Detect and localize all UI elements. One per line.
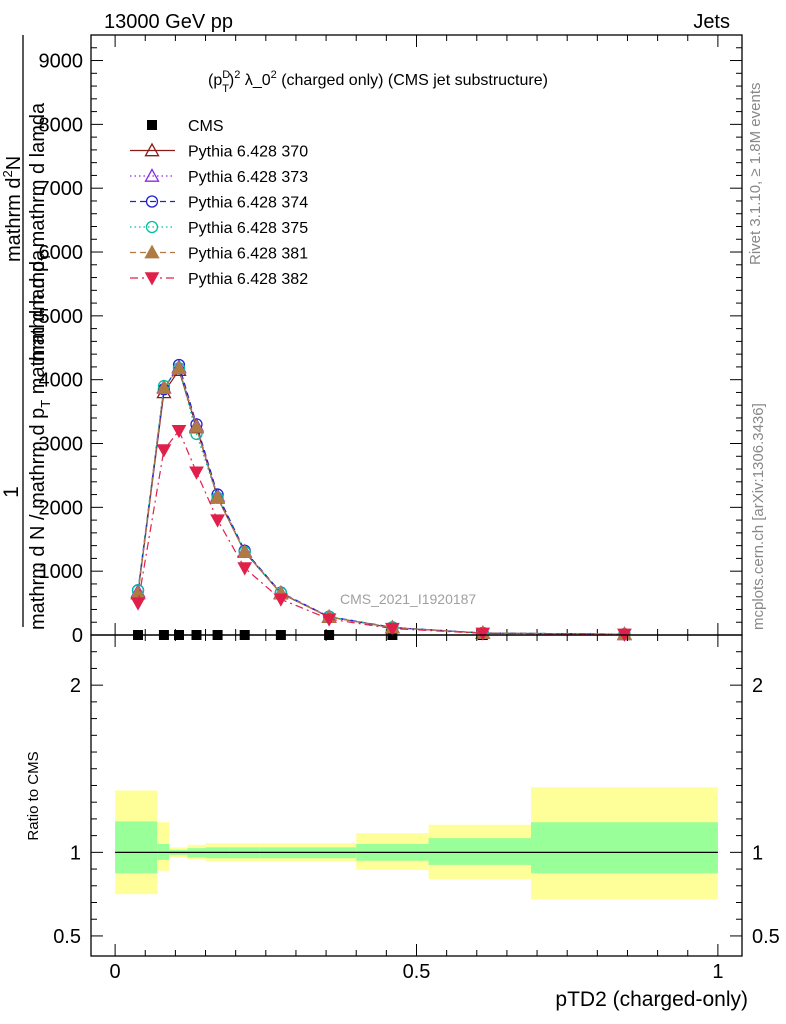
legend-label-4: Pythia 6.428 375 (188, 220, 308, 237)
legend-marker-5 (144, 244, 160, 259)
y-tick-label: 1000 (39, 561, 84, 583)
data-point (156, 380, 172, 394)
y-tick-label: 0 (72, 625, 83, 647)
legend-marker-1 (144, 142, 160, 157)
data-point (385, 622, 400, 637)
ratio-y-tick-label: 0.5 (53, 926, 81, 948)
ratio-y-tick-label-right: 1 (752, 842, 763, 864)
legend-marker-2 (144, 168, 160, 182)
category-label: Jets (693, 11, 730, 33)
energy-label: 13000 GeV pp (104, 11, 233, 33)
legend-label-6: Pythia 6.428 382 (188, 271, 308, 288)
legend-marker-4 (145, 220, 159, 234)
stat-uncertainty-band-0 (115, 821, 158, 874)
series-line-6 (137, 429, 625, 635)
data-point (237, 562, 253, 576)
data-point (273, 593, 289, 607)
rivet-label: Rivet 3.1.10, ≥ 1.8M events (747, 83, 764, 266)
legend-label-1: Pythia 6.428 370 (188, 144, 308, 161)
y-tick-label: 2000 (39, 497, 84, 519)
y-tick-label: 6000 (39, 242, 84, 264)
data-point (171, 360, 187, 375)
y-tick-label: 7000 (39, 178, 84, 200)
legend: CMS Pythia 6.428 370 Pythia 6.428 373 Pythi… (130, 118, 308, 288)
legend-label-5: Pythia 6.428 381 (188, 246, 308, 263)
y-label-den-inner: mathrm d pT mathrm d lamda (27, 102, 53, 362)
legend-marker-6 (144, 272, 160, 286)
series-6 (130, 425, 632, 642)
stat-uncertainty-band-9 (428, 838, 532, 865)
y-label-num-outer: 1 (0, 486, 23, 498)
legend-label-3: Pythia 6.428 374 (188, 195, 308, 212)
mcplots-label: mcplots.cern.ch [arXiv:1306.3436] (750, 403, 767, 630)
data-point (188, 419, 205, 433)
legend-marker-0 (147, 120, 157, 130)
ratio-y-tick-label: 1 (70, 842, 81, 864)
legend-label-0: CMS (188, 118, 224, 135)
data-point (210, 514, 225, 528)
series-line-5 (137, 366, 625, 635)
y-label-num-inner: mathrm d2N (0, 156, 25, 262)
x-tick-label: 0 (110, 961, 121, 983)
data-point (171, 425, 187, 439)
y-tick-label: 5000 (39, 306, 84, 328)
main-title: (pD T)2 λ_02 (charged only) (CMS jet subs… (208, 69, 548, 95)
y-tick-label: 8000 (39, 114, 84, 136)
data-point (321, 613, 337, 627)
legend-marker-3 (145, 195, 159, 208)
data-point (130, 597, 146, 611)
data-point (475, 627, 491, 641)
data-point (209, 489, 226, 503)
ratio-y-axis-label: Ratio to CMS (25, 751, 42, 840)
legend-label-2: Pythia 6.428 373 (188, 169, 308, 186)
main-y-axis-label: 1 mathrm d N / mathrm d pT mathrm d lamd… (0, 35, 53, 630)
analysis-watermark: CMS_2021_I1920187 (340, 591, 476, 607)
main-plot-panel: 0 1000 2000 3000 4000 5000 6000 7000 8000 9000 (39, 34, 743, 647)
x-axis-label: pTD2 (charged-only) (555, 988, 748, 1011)
y-label-den-outer: mathrm d N / mathrm d pT mathrm d lamda (27, 249, 53, 630)
ratio-plot-panel: 0 0.5 1 0.5 0.5 1 1 2 2 (53, 634, 780, 983)
ratio-y-tick-label-right: 2 (752, 675, 763, 697)
data-point (156, 444, 172, 458)
data-point (189, 466, 204, 480)
y-tick-label: 3000 (39, 434, 84, 456)
y-tick-label: 9000 (39, 51, 84, 73)
ratio-y-tick-label-right: 0.5 (752, 926, 780, 948)
x-tick-label: 0.5 (403, 961, 431, 983)
y-tick-label: 4000 (39, 370, 84, 392)
ratio-y-tick-label: 2 (70, 675, 81, 697)
stat-uncertainty-band-10 (531, 822, 718, 874)
x-tick-label: 1 (712, 961, 723, 983)
data-point (237, 544, 253, 558)
